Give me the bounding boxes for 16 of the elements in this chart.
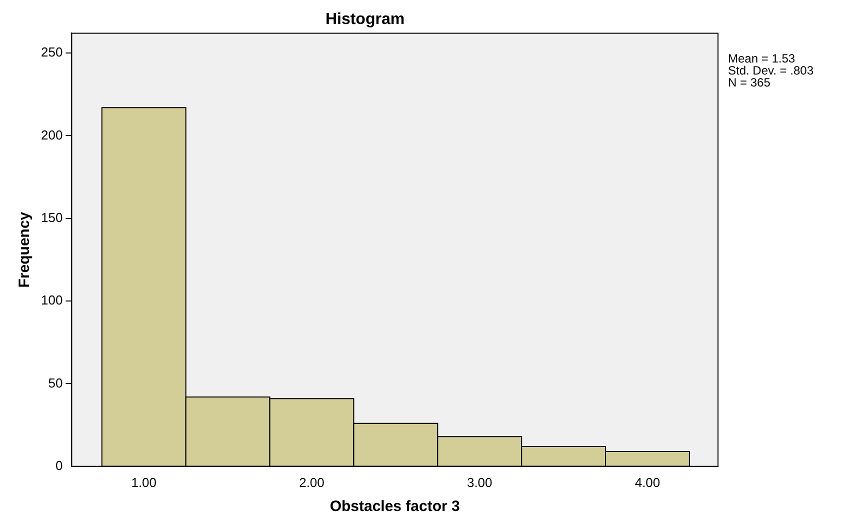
text: Std. Dev. = .803 — [728, 64, 814, 78]
y-tick-label: 50 — [48, 375, 63, 390]
text: N = 365 — [728, 76, 771, 90]
y-tick-label: 100 — [40, 292, 63, 308]
chart-title: Histogram — [325, 11, 405, 28]
y-axis-title: Frequency — [16, 211, 34, 288]
y-tick-label: 0 — [55, 458, 63, 473]
x-tick-label: 2.00 — [299, 474, 324, 490]
y-tick-label: 250 — [40, 44, 63, 60]
y-tick-label: 200 — [40, 127, 63, 142]
x-axis-title: Obstacles factor 3 — [330, 498, 460, 516]
y-tick-label: 150 — [40, 210, 63, 225]
x-tick-label: 3.00 — [466, 474, 492, 490]
x-tick-label: 1.00 — [131, 474, 157, 490]
x-tick-label: 4.00 — [634, 474, 660, 490]
text: Mean = 1.53 — [728, 52, 796, 66]
